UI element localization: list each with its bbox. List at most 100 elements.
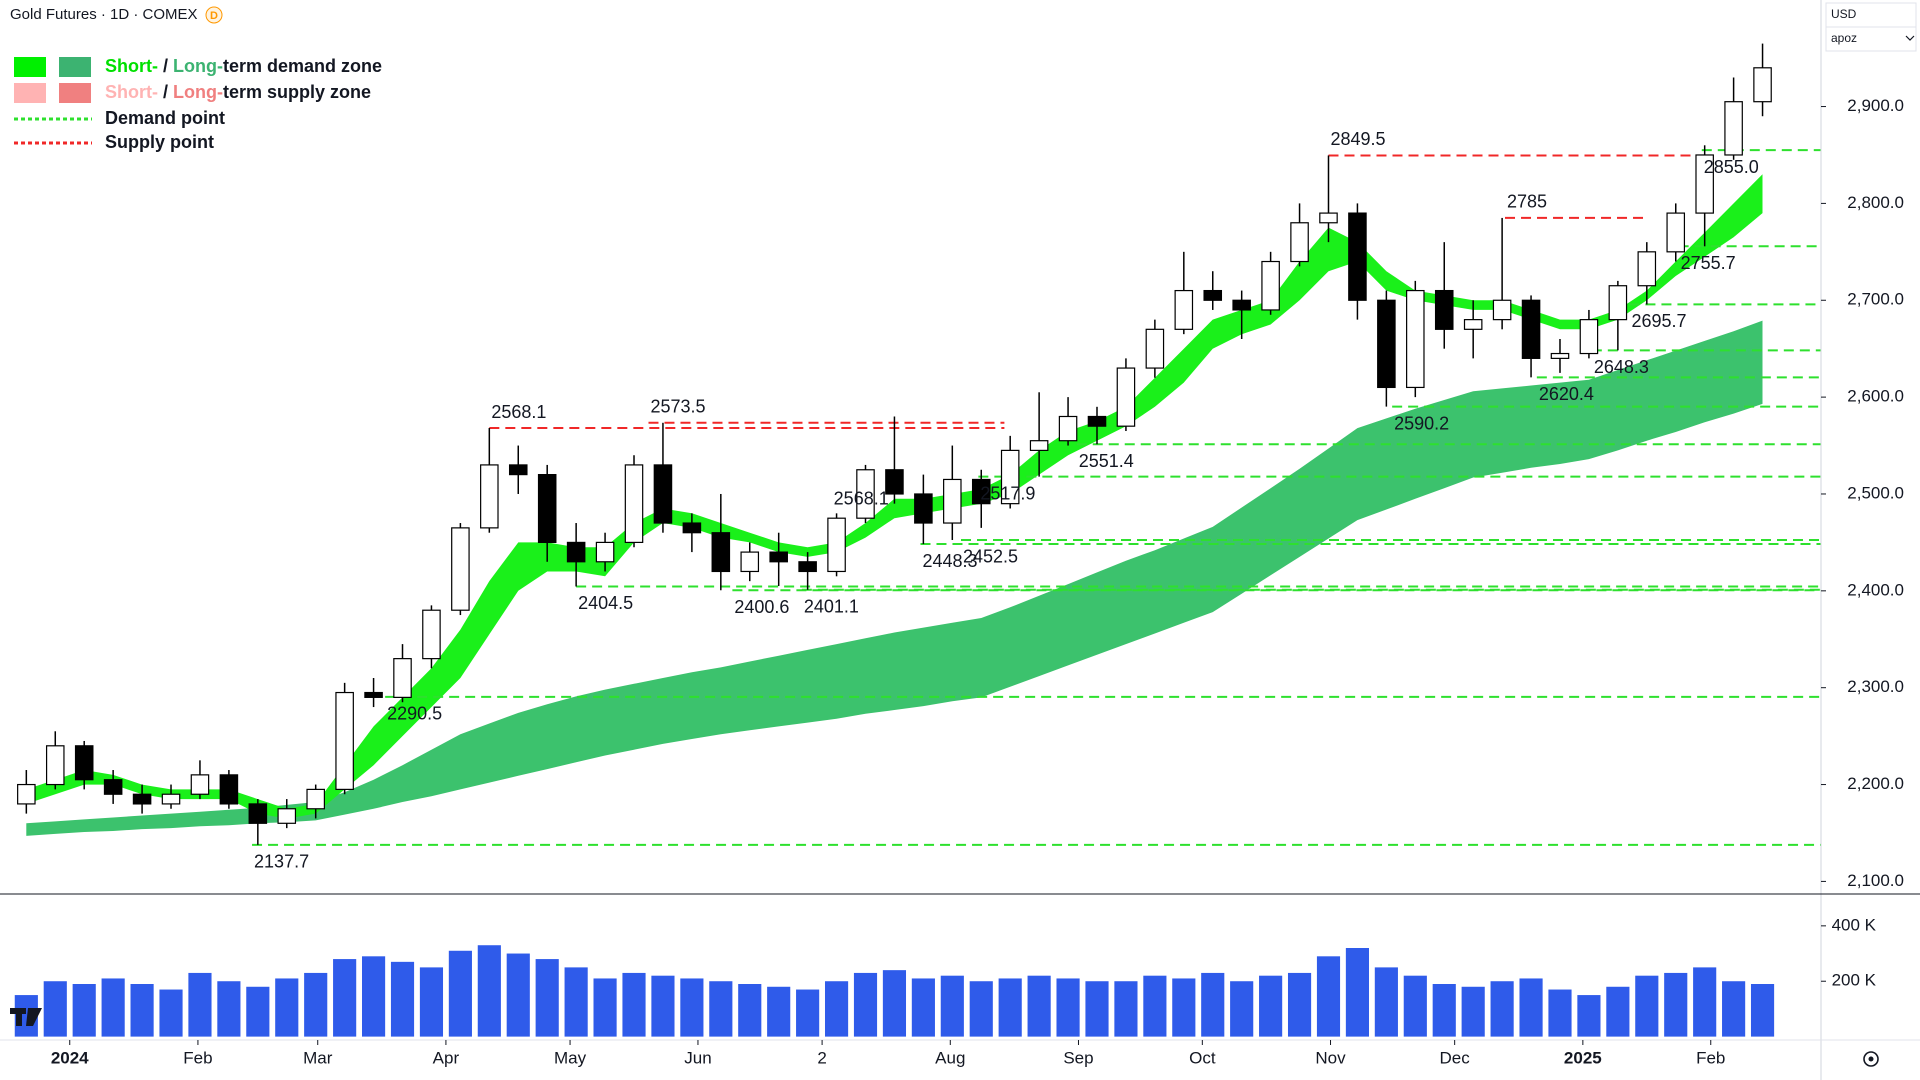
candle-body xyxy=(161,793,181,805)
supply-level-label: 2785 xyxy=(1507,192,1547,212)
volume-bar xyxy=(911,978,935,1037)
volume-bar xyxy=(853,972,878,1037)
x-tick-label: 2024 xyxy=(51,1048,89,1067)
candle-body xyxy=(190,774,210,795)
demand-level-label: 2404.5 xyxy=(578,593,633,613)
volume-bar xyxy=(680,978,704,1037)
volume-bar xyxy=(304,972,328,1037)
demand-level-label: 2137.7 xyxy=(254,852,309,872)
logo-part xyxy=(26,1008,42,1026)
logo xyxy=(10,1008,42,1026)
candle-body xyxy=(1174,289,1194,330)
candle-body xyxy=(798,561,817,573)
candle-body xyxy=(219,774,239,805)
supply-level-label: 2573.5 xyxy=(650,397,705,417)
legend-label: Supply point xyxy=(105,132,214,152)
volume-bar xyxy=(1432,984,1456,1037)
candle-body xyxy=(1434,289,1454,330)
volume-bar xyxy=(796,989,820,1037)
candle-body xyxy=(1463,319,1483,330)
scale-mode-box[interactable] xyxy=(1825,26,1917,52)
candle-body xyxy=(1753,67,1772,103)
candle-body xyxy=(740,551,760,573)
candle-body xyxy=(451,527,470,611)
legend-label: Short- / Long-term demand zone xyxy=(105,56,382,76)
volume-bar xyxy=(1403,975,1427,1037)
volume-bar xyxy=(622,972,646,1037)
demand-level-label: 2401.1 xyxy=(804,597,859,617)
demand-level-label: 2290.5 xyxy=(387,704,442,724)
legend-swatch xyxy=(59,57,91,77)
volume-tick-label: 400 K xyxy=(1832,915,1877,934)
scale-mode[interactable]: apoz xyxy=(1831,31,1857,45)
candle-body xyxy=(248,803,268,824)
candle-body xyxy=(595,541,615,563)
x-tick-label: Jun xyxy=(684,1048,711,1067)
candle-body xyxy=(1377,299,1396,389)
candle-body xyxy=(1521,299,1541,359)
currency-box[interactable] xyxy=(1825,2,1917,28)
candle-body xyxy=(1145,328,1165,369)
candle-body xyxy=(277,808,297,824)
legend-text-part: / xyxy=(158,82,173,102)
volume-bar xyxy=(1172,978,1196,1037)
demand-level-label: 2695.7 xyxy=(1631,311,1686,331)
demand-level-label: 2755.7 xyxy=(1681,253,1736,273)
currency[interactable]: USD xyxy=(1831,7,1857,21)
candle-body xyxy=(1116,367,1136,427)
x-tick-label: Apr xyxy=(433,1048,460,1067)
volume-bar xyxy=(1577,995,1601,1037)
y-tick-label: 2,500.0 xyxy=(1847,483,1904,502)
settings-dot xyxy=(1868,1056,1874,1062)
volume-bar xyxy=(767,986,791,1037)
volume-bar xyxy=(1259,975,1283,1037)
demand-level-label: 2452.5 xyxy=(963,547,1018,567)
candle-body xyxy=(1087,415,1107,427)
volume-bar xyxy=(1143,975,1167,1037)
badge: D xyxy=(210,10,218,22)
volume-bar xyxy=(72,984,96,1037)
volume-bar xyxy=(1230,981,1254,1037)
chart-title: Gold Futures · 1D · COMEX xyxy=(10,6,198,23)
volume-bar xyxy=(506,953,530,1037)
zone-band xyxy=(26,174,1763,819)
volume-tick-label: 200 K xyxy=(1832,971,1877,990)
volume-bar xyxy=(101,978,125,1037)
candle-body xyxy=(306,788,325,810)
supply-level-label: 2568.1 xyxy=(491,402,546,422)
volume-bar xyxy=(1548,989,1572,1037)
volume-bar xyxy=(1461,986,1485,1037)
volume-bar xyxy=(1287,972,1312,1037)
volume-bar xyxy=(14,995,38,1037)
candle-body xyxy=(17,783,36,805)
candle-body xyxy=(1550,352,1570,359)
demand-level-label: 2620.4 xyxy=(1539,384,1594,404)
badge-circle xyxy=(205,6,223,24)
volume-bar xyxy=(940,975,964,1037)
candle-body xyxy=(1724,101,1743,156)
y-tick-label: 2,100.0 xyxy=(1847,871,1904,890)
settings-button[interactable] xyxy=(1863,1051,1879,1067)
candle-body xyxy=(1637,251,1657,287)
candle-body xyxy=(1058,415,1078,442)
zone-band xyxy=(26,320,1763,836)
candle-body xyxy=(827,517,846,573)
x-tick-label: Sep xyxy=(1063,1048,1093,1067)
x-tick-label: Oct xyxy=(1189,1048,1216,1067)
candle-body xyxy=(1203,289,1223,301)
volume-bar xyxy=(1635,975,1659,1037)
volume-bar xyxy=(1664,972,1688,1037)
candle-body xyxy=(1608,285,1628,321)
x-tick-label: Dec xyxy=(1440,1048,1471,1067)
demand-level-label: 2648.3 xyxy=(1594,357,1649,377)
volume-bar xyxy=(1490,981,1514,1037)
volume-bar xyxy=(564,967,588,1037)
legend-swatch xyxy=(14,83,46,103)
candle-body xyxy=(624,464,644,544)
legend-text-part: / xyxy=(158,56,173,76)
volume-bar xyxy=(824,981,849,1037)
y-tick-label: 2,600.0 xyxy=(1847,387,1904,406)
y-tick-label: 2,800.0 xyxy=(1847,193,1904,212)
